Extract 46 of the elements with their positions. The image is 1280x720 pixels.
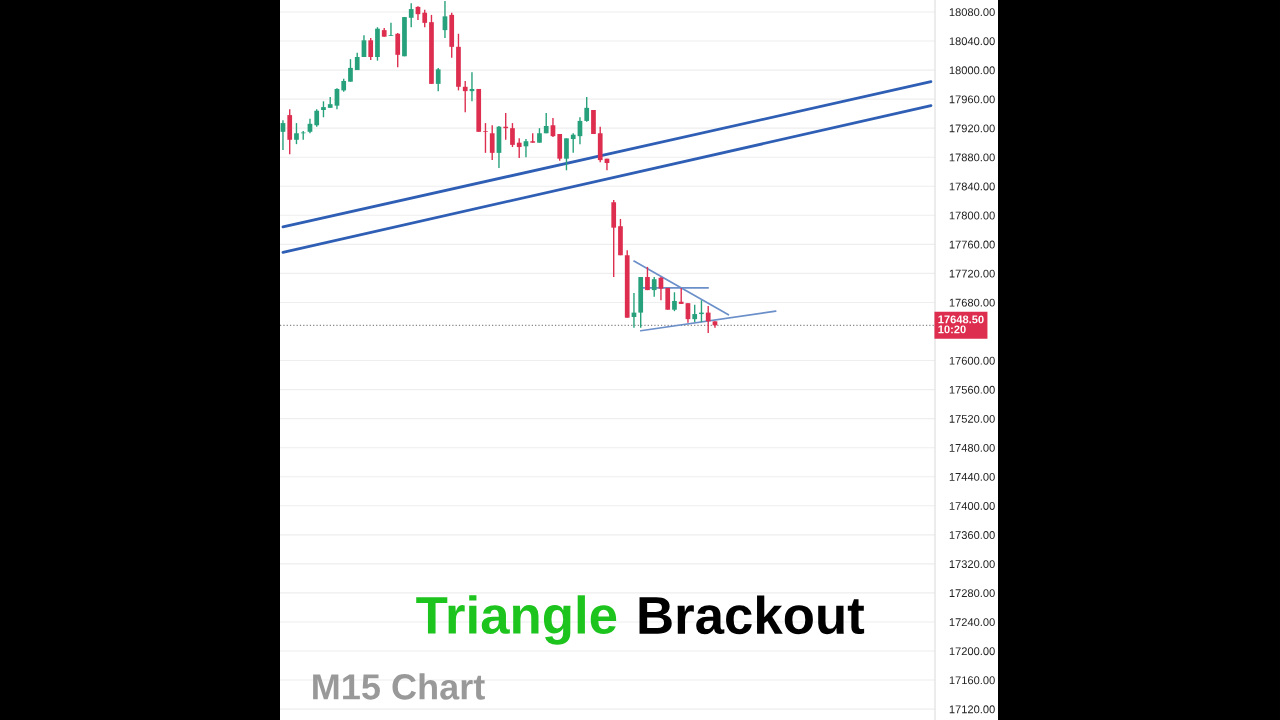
y-tick-label: 17600.00 <box>949 356 995 365</box>
y-tick-label: 17160.00 <box>949 676 995 685</box>
y-tick-label: 17960.00 <box>949 95 995 104</box>
y-tick-label: 17920.00 <box>949 124 995 133</box>
candlestick <box>348 58 353 83</box>
candlestick <box>564 137 569 171</box>
y-tick-label: 17520.00 <box>949 414 995 423</box>
y-tick-label: 17120.00 <box>949 705 995 714</box>
y-tick-label: 18000.00 <box>949 66 995 75</box>
y-tick-label: 17440.00 <box>949 473 995 481</box>
y-tick-label: 17360.00 <box>949 531 995 539</box>
y-tick-label: 17200.00 <box>949 647 995 656</box>
ref-line-label: 17648.50 10:20 <box>938 315 984 334</box>
y-tick-label: 17680.00 <box>949 298 995 307</box>
candlestick <box>516 137 522 159</box>
y-tick-label: 17240.00 <box>949 618 995 627</box>
candlestick <box>483 122 488 154</box>
candlestick <box>368 37 374 61</box>
y-tick-label: 17400.00 <box>949 502 995 510</box>
candlestick <box>570 132 576 154</box>
y-tick-label: 17280.00 <box>949 589 995 598</box>
annotation: Triangle <box>416 595 617 645</box>
y-tick-label: 17800.00 <box>949 211 995 220</box>
candlestick <box>489 124 495 161</box>
annotation: M15 Chart <box>313 673 485 700</box>
y-tick-label: 18080.00 <box>949 8 995 17</box>
candlestick <box>705 305 711 334</box>
y-tick-label: 17720.00 <box>949 269 995 278</box>
candlestick <box>672 291 677 312</box>
annotation: Brackout <box>639 595 865 635</box>
y-tick-label: 17480.00 <box>949 443 995 452</box>
y-tick-label: 18040.00 <box>949 37 995 46</box>
candlestick <box>462 80 468 113</box>
candlestick <box>294 122 299 145</box>
candlestick <box>435 67 441 92</box>
candlestick <box>651 276 657 298</box>
y-tick-label: 17840.00 <box>949 182 995 191</box>
candlestick <box>395 32 401 68</box>
y-tick-label: 17560.00 <box>949 385 995 394</box>
y-tick-label: 17760.00 <box>949 240 995 249</box>
candlestick <box>510 122 515 148</box>
y-tick-label: 17880.00 <box>949 153 995 162</box>
candlestick <box>388 22 394 37</box>
candlestick <box>584 96 590 123</box>
candlestick <box>408 2 414 28</box>
y-tick-label: 17320.00 <box>949 560 995 569</box>
